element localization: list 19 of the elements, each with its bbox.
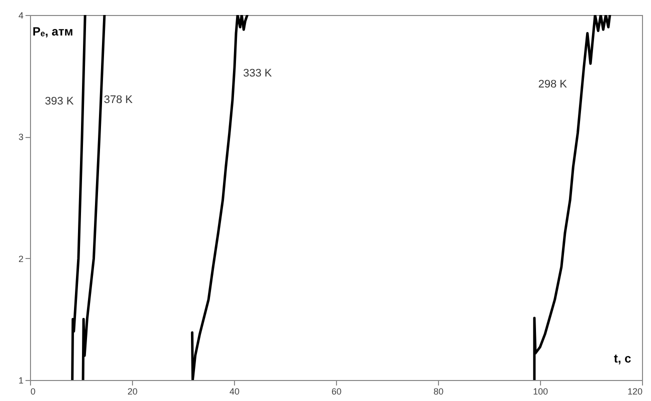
y-tick-label: 3 [18,132,24,142]
series-label: 378 K [104,94,134,106]
x-tick-label: 100 [532,386,548,396]
series-label: 333 K [243,67,273,80]
x-tick-label: 0 [30,386,36,396]
x-tick-label: 20 [127,386,138,396]
y-axis-title: Pₑ, атм [32,24,74,38]
series-label: 298 K [538,78,568,90]
x-tick-label: 40 [229,386,240,396]
x-tick-label: 60 [331,386,342,396]
x-axis-title: t, c [614,352,632,366]
y-tick-label: 4 [18,10,24,20]
y-tick-label: 2 [18,254,24,264]
line-series [533,15,612,380]
line-series [82,15,106,380]
y-tick-label: 1 [18,376,24,386]
x-tick-label: 120 [627,386,642,396]
series-label: 393 K [44,95,74,108]
x-tick-label: 80 [433,386,444,396]
